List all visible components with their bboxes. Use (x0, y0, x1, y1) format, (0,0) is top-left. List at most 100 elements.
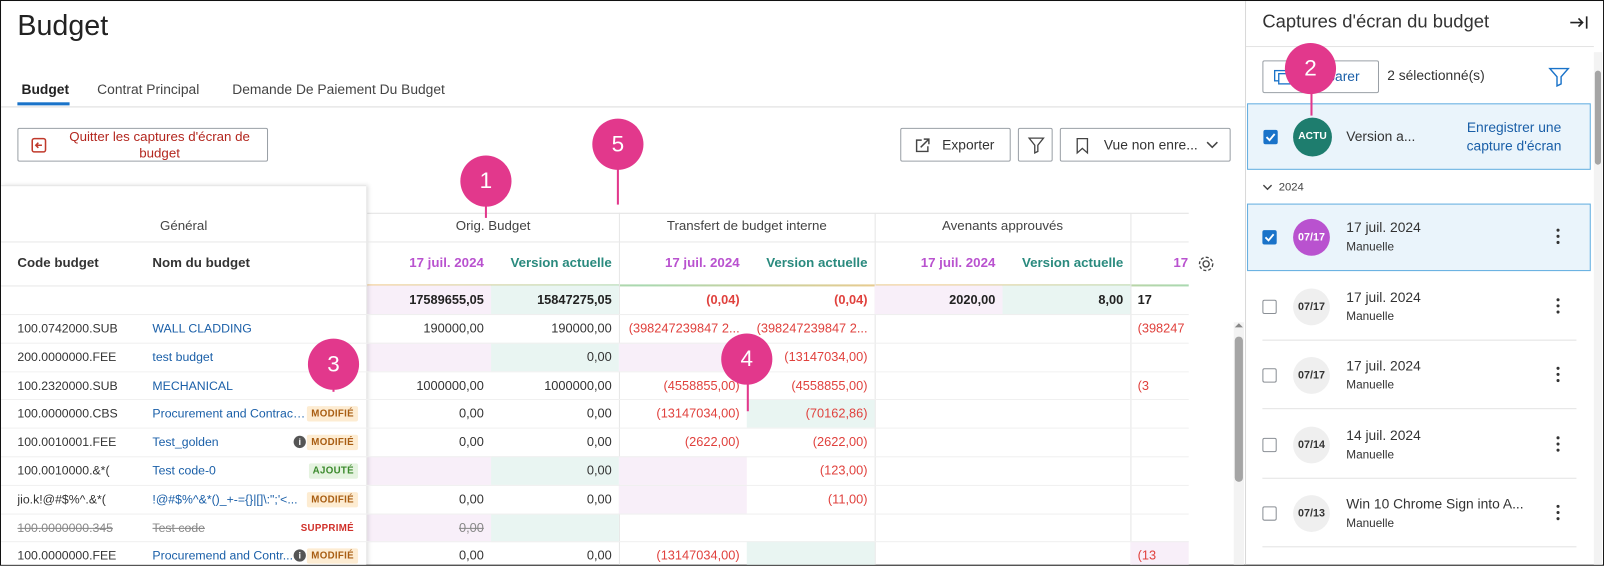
column-separator (618, 212, 620, 565)
callout-line (616, 159, 619, 205)
collapse-panel-icon[interactable] (1569, 14, 1589, 30)
budget-name[interactable]: WALL CLADDING (152, 321, 252, 336)
cell-value: 190000,00 (423, 321, 484, 336)
info-icon[interactable]: i (293, 549, 306, 563)
table-scroll-thumb[interactable] (1234, 336, 1243, 482)
cell-value: 1000000,00 (416, 378, 484, 393)
cell-value: 0,00 (586, 463, 612, 478)
panel-header-divider (1246, 46, 1594, 48)
snapshot-menu[interactable] (1556, 436, 1560, 452)
budget-code: 100.0000000.CBS (17, 406, 118, 421)
view-dropdown[interactable]: Vue non enre... (1059, 127, 1231, 162)
status-badge: MODIFIÉ (307, 548, 359, 565)
column-separator (874, 212, 876, 565)
cell-value: 0,00 (458, 434, 484, 450)
year-chevron[interactable] (1262, 183, 1273, 191)
callout: 3 (307, 338, 360, 390)
row-line (1, 427, 1189, 429)
bookmark-icon (1076, 137, 1089, 155)
callout-line (484, 195, 487, 218)
snapshot-checkbox[interactable] (1262, 437, 1277, 452)
budget-code: 100.0010000.&*( (17, 463, 110, 478)
snapshot-menu[interactable] (1556, 297, 1560, 314)
cell-value: 0,00 (458, 520, 484, 535)
view-label: Vue non enre... (1103, 137, 1198, 153)
export-button[interactable]: Exporter (900, 127, 1011, 162)
cell-highlight (491, 285, 619, 315)
frozen-columns (1, 185, 367, 565)
budget-name[interactable]: Test_golden (152, 434, 219, 450)
callout: 4 (721, 333, 773, 385)
status-badge: MODIFIÉ (307, 434, 359, 451)
column-group: Avenants approuvés (942, 217, 1064, 234)
callout: 5 (592, 118, 644, 170)
panel-filter-icon[interactable] (1548, 66, 1571, 87)
cell-highlight (367, 456, 492, 485)
budget-name[interactable]: Procuremend and Contr... (152, 548, 294, 564)
current-version-card[interactable]: ACTU Version a... Enregistrer une captur… (1247, 103, 1591, 170)
budget-code: 100.0000000.FEE (17, 548, 117, 564)
subcolumn-header: 17 juil. 2024 (664, 254, 740, 271)
cell-value: 0,00 (458, 406, 484, 421)
budget-name[interactable]: Test code-0 (152, 463, 216, 478)
snapshot-badge: 07/13 (1293, 495, 1330, 533)
snapshot-title: Win 10 Chrome Sign into A... (1346, 496, 1524, 512)
tab[interactable]: Contrat Principal (97, 81, 200, 98)
cell-value: (398247 (1137, 321, 1185, 336)
budget-name[interactable]: MECHANICAL (152, 378, 233, 393)
cell-value: 2020,00 (949, 292, 996, 307)
header-divider (1, 241, 1189, 243)
snapshot-item[interactable] (1262, 342, 1577, 410)
cell-highlight (618, 456, 747, 485)
snapshot-menu[interactable] (1556, 228, 1560, 244)
budget-name[interactable]: Procurement and Contract... (152, 406, 306, 421)
snapshot-checkbox[interactable] (1262, 506, 1277, 522)
page-title: Budget (17, 9, 109, 41)
row-line (1, 370, 1189, 372)
cell-value: (11,00) (827, 491, 868, 507)
current-checkbox[interactable] (1263, 129, 1278, 145)
snapshot-title: 17 juil. 2024 (1346, 289, 1421, 305)
budget-name[interactable]: test budget (152, 349, 214, 364)
snapshot-checkbox[interactable] (1262, 230, 1277, 245)
subcolumn-header: Version actuelle (766, 254, 868, 271)
cell-value: (13147034,00) (656, 548, 740, 564)
column-group: Orig. Budget (455, 217, 531, 234)
tab[interactable]: Demande De Paiement Du Budget (232, 81, 445, 98)
cell-value: 0,00 (458, 548, 484, 564)
save-snapshot-link[interactable]: Enregistrer une capture d'écran (1466, 119, 1562, 154)
cell-value: 0,00 (586, 406, 612, 421)
snapshot-item[interactable] (1262, 411, 1577, 479)
scroll-up-arrow[interactable] (1234, 321, 1244, 329)
budget-name[interactable]: !@#$%^&*()_+-={}|[]\:";'<... (152, 491, 298, 507)
cell-value: (13147034,00) (656, 406, 740, 421)
snapshot-checkbox[interactable] (1262, 299, 1277, 314)
snapshot-item[interactable] (1262, 480, 1577, 548)
snapshot-subtitle: Manuelle (1346, 448, 1395, 462)
snapshot-item[interactable] (1262, 273, 1577, 341)
quit-button[interactable]: Quitter les captures d'écran de budget (17, 127, 269, 162)
cell-highlight (618, 484, 747, 514)
snapshot-title: 17 juil. 2024 (1346, 358, 1421, 374)
cell-value: 0,00 (586, 491, 612, 507)
cell-highlight (1130, 541, 1189, 565)
filter-icon (1027, 137, 1045, 155)
cell-value: 1000000,00 (544, 378, 612, 393)
snapshot-subtitle: Manuelle (1346, 310, 1395, 323)
panel-scroll-thumb[interactable] (1594, 70, 1601, 165)
snapshot-menu[interactable] (1556, 505, 1560, 521)
snapshot-title: 14 juil. 2024 (1346, 427, 1421, 443)
tab[interactable]: Budget (21, 81, 70, 98)
subcolumn-header: Version actuelle (510, 254, 612, 271)
cell-highlight (491, 456, 619, 485)
snapshot-subtitle: Manuelle (1346, 241, 1395, 254)
quit-label: Quitter les captures d'écran de budget (69, 128, 250, 161)
info-icon[interactable]: i (293, 435, 306, 449)
filter-button[interactable] (1017, 127, 1053, 162)
panel-scrollbar[interactable] (1593, 52, 1603, 565)
subcolumn-header: Version actuelle (1021, 254, 1124, 271)
snapshot-menu[interactable] (1556, 366, 1560, 383)
snapshot-checkbox[interactable] (1262, 368, 1277, 383)
settings-icon[interactable] (1197, 255, 1215, 273)
